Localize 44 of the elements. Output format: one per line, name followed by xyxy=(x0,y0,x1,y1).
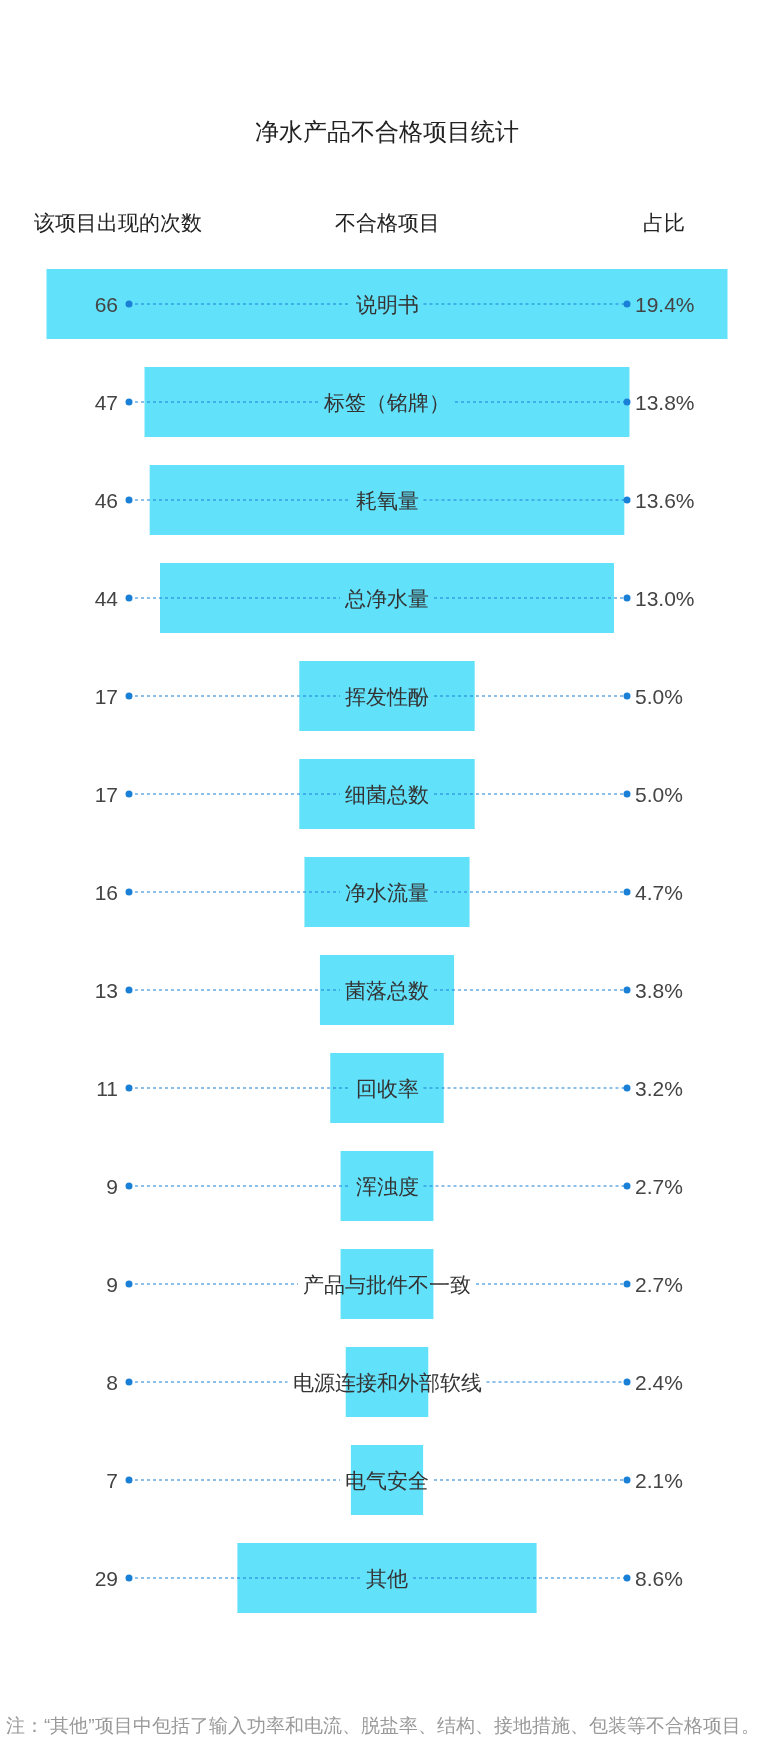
data-label: 13.0% xyxy=(635,587,695,610)
category-label: 总净水量 xyxy=(344,587,429,610)
data-label: 19.4% xyxy=(635,293,695,316)
category-label: 说明书 xyxy=(355,293,419,316)
data-label: 3.8% xyxy=(635,979,683,1002)
data-label: 9 xyxy=(106,1273,118,1296)
series-label: 该项目出现的次数 xyxy=(34,211,202,234)
category-label: 标签（铭牌） xyxy=(323,391,450,414)
data-label: 2.7% xyxy=(635,1175,683,1198)
data-label: 11 xyxy=(96,1077,118,1100)
data-label: 2.1% xyxy=(635,1469,683,1492)
category-label: 菌落总数 xyxy=(345,979,429,1002)
data-label: 44 xyxy=(94,587,119,610)
data-label: 8 xyxy=(106,1371,118,1394)
data-label: 29 xyxy=(94,1567,118,1590)
data-label: 46 xyxy=(94,489,118,512)
data-label: 8.6% xyxy=(635,1567,683,1590)
data-label: 7 xyxy=(106,1469,118,1492)
category-label: 细菌总数 xyxy=(345,783,429,806)
category-label: 浑浊度 xyxy=(355,1175,419,1198)
text: 占比 xyxy=(643,211,685,234)
data-label: 17 xyxy=(94,783,118,806)
data-label: 5.0% xyxy=(635,783,683,806)
data-label: 13 xyxy=(94,979,118,1002)
text: 注：“其他”项目中包括了输入功率和电流、脱盐率、结构、接地措施、包装等不合格项目。 xyxy=(6,1714,761,1738)
category-label: 挥发性酚 xyxy=(345,685,429,708)
text: 不合格项目 xyxy=(334,211,440,234)
data-label: 13.8% xyxy=(635,391,695,414)
data-label: 5.0% xyxy=(635,685,683,708)
text: 净水产品不合格项目统计 xyxy=(255,118,519,145)
data-label: 16 xyxy=(94,881,118,904)
data-label: 17 xyxy=(94,685,118,708)
category-label: 其他 xyxy=(366,1567,408,1590)
data-label: 4.7% xyxy=(635,881,683,904)
category-label: 净水流量 xyxy=(345,881,429,904)
data-label: 3.2% xyxy=(635,1077,683,1100)
category-label: 耗氧量 xyxy=(355,489,419,512)
category-label: 回收率 xyxy=(355,1077,419,1100)
data-label: 2.7% xyxy=(635,1273,683,1296)
data-label: 13.6% xyxy=(635,489,695,512)
data-label: 47 xyxy=(94,391,118,414)
data-label: 66 xyxy=(94,293,118,316)
data-label: 9 xyxy=(106,1175,118,1198)
data-label: 2.4% xyxy=(635,1371,683,1394)
